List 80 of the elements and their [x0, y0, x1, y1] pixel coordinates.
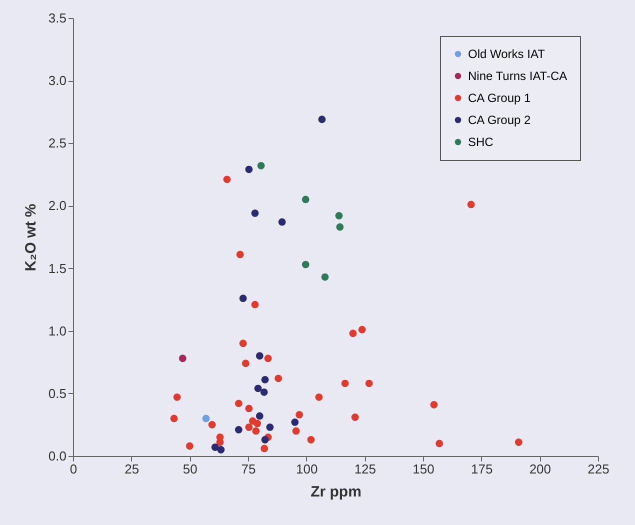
point [321, 273, 329, 281]
point [349, 330, 357, 338]
point [202, 414, 210, 422]
y-tick-label: 2.0 [48, 198, 66, 214]
point [223, 176, 231, 184]
point [178, 354, 186, 362]
point [467, 200, 475, 208]
point [251, 300, 259, 308]
point [365, 380, 373, 388]
point [260, 388, 268, 396]
point [261, 436, 269, 444]
point [186, 442, 194, 450]
point [254, 420, 262, 428]
x-tick-label: 75 [241, 462, 256, 476]
point [216, 438, 224, 446]
point [254, 384, 262, 392]
point [236, 250, 244, 258]
point [302, 196, 310, 204]
point [335, 212, 343, 220]
point [257, 162, 265, 170]
point [234, 400, 242, 408]
point [239, 294, 247, 302]
y-tick-label: 1.5 [48, 260, 66, 276]
x-tick-label: 150 [412, 462, 434, 476]
point [436, 440, 444, 448]
point [302, 260, 310, 268]
x-tick-label: 125 [354, 462, 376, 476]
point [358, 326, 366, 334]
point [256, 412, 264, 420]
point [234, 426, 242, 434]
x-tick-label: 0 [70, 462, 78, 476]
point [256, 352, 264, 360]
point [211, 444, 219, 451]
point [252, 427, 260, 435]
point [341, 380, 349, 388]
point [239, 340, 247, 348]
point [266, 424, 274, 431]
point [514, 438, 522, 446]
legend-label: Old Works IAT [468, 47, 546, 61]
y-tick-label: 3.5 [48, 10, 66, 26]
point [261, 376, 269, 384]
point [315, 393, 323, 401]
point [296, 411, 304, 418]
x-axis-title: Zr ppm [310, 484, 362, 500]
point [318, 116, 326, 124]
y-tick-label: 0.5 [48, 386, 66, 401]
y-axis-title: K₂O wt % [22, 204, 40, 272]
point [336, 223, 344, 231]
point [245, 166, 253, 174]
x-tick-label: 175 [470, 462, 493, 476]
y-tick-label: 0.0 [48, 448, 66, 464]
y-tick-label: 2.5 [48, 136, 66, 151]
point [292, 427, 300, 435]
point [217, 446, 225, 454]
point [245, 424, 253, 431]
point [260, 444, 268, 452]
x-tick-label: 200 [529, 462, 552, 476]
legend-label: CA Group 2 [468, 113, 532, 127]
point [351, 414, 359, 421]
point [278, 218, 286, 226]
point [430, 400, 438, 408]
point [170, 414, 178, 422]
point [245, 404, 253, 412]
point [208, 421, 216, 428]
legend-label: Nine Turns IAT-CA [468, 69, 568, 83]
point [291, 418, 299, 426]
legend-label: CA Group 1 [468, 91, 532, 105]
point [173, 393, 181, 401]
x-tick-label: 25 [124, 462, 140, 476]
y-tick-label: 1.0 [48, 323, 66, 338]
x-tick-label: 50 [182, 462, 198, 476]
point [307, 436, 315, 444]
x-tick-label: 225 [588, 462, 610, 476]
point [264, 354, 272, 362]
point [242, 360, 250, 368]
point [251, 210, 259, 217]
x-tick-label: 100 [296, 462, 318, 476]
point [274, 374, 282, 382]
legend-label: SHC [468, 135, 494, 149]
y-tick-label: 3.0 [48, 73, 66, 88]
